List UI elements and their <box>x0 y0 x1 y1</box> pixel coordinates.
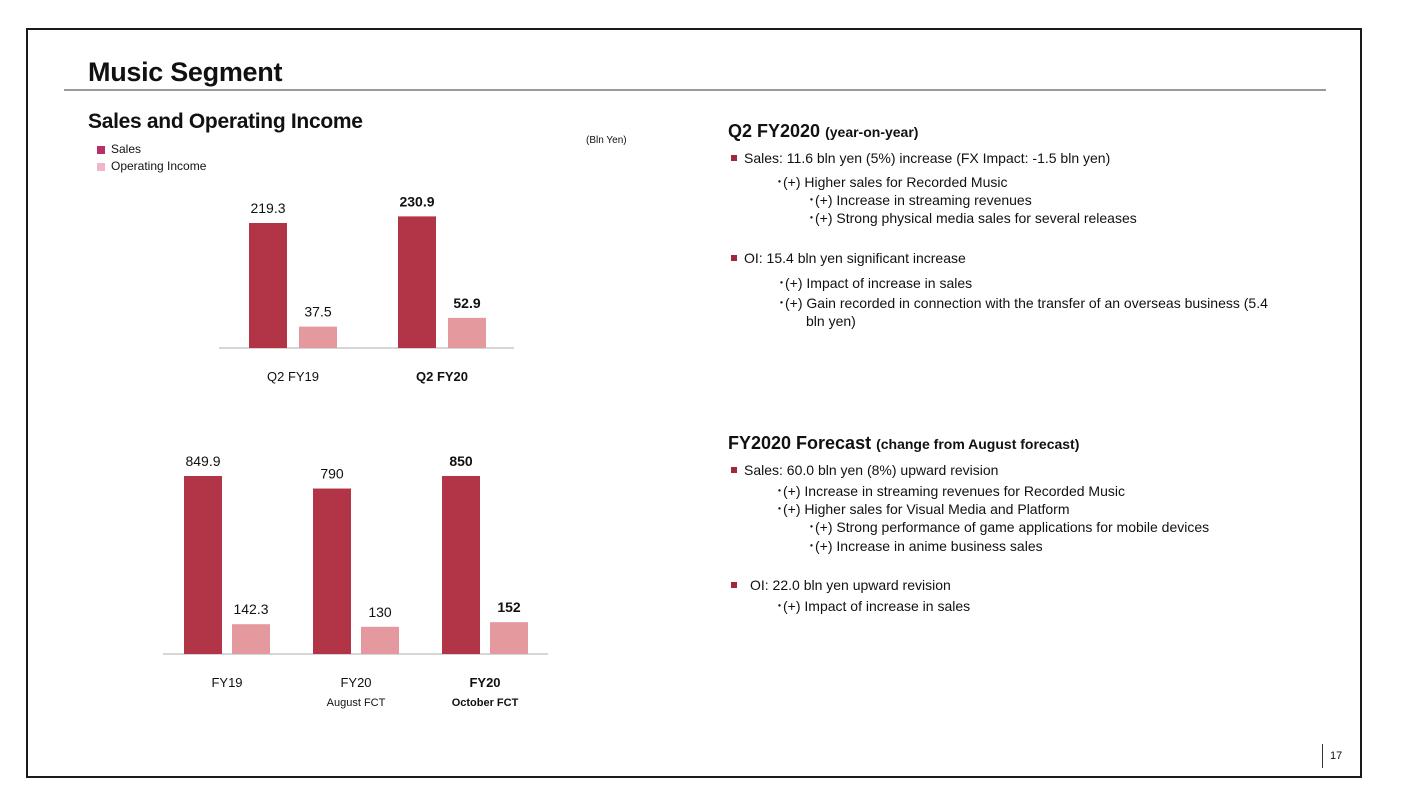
fc-heading-main: FY2020 Forecast <box>728 433 872 453</box>
bar-sales <box>398 216 436 348</box>
q2-oi-line: OI: 15.4 bln yen significant increase <box>744 250 966 266</box>
bar-operating-income <box>361 626 399 654</box>
q2-heading-note: (year-on-year) <box>825 124 919 140</box>
bar-sales <box>313 488 351 654</box>
fc-sales-sub-2a: ･(+) Strong performance of game applicat… <box>808 519 1210 535</box>
q2-sales-sub-1b: ･(+) Strong physical media sales for sev… <box>808 210 1137 226</box>
fc-heading: FY2020 Forecast (change from August fore… <box>728 433 1079 454</box>
data-label: 790 <box>320 466 344 482</box>
fc-sales-sub-2b: ･(+) Increase in anime business sales <box>808 538 1043 554</box>
fc-oi-line: OI: 22.0 bln yen upward revision <box>750 577 951 593</box>
fc-sales-sub-1: ･(+) Increase in streaming revenues for … <box>776 483 1125 499</box>
title-divider <box>64 89 1326 91</box>
legend-item-sales: Sales <box>97 141 206 158</box>
bar-operating-income <box>490 622 528 654</box>
q2-sales-line: Sales: 11.6 bln yen (5%) increase (FX Im… <box>744 150 1111 166</box>
fc-oi-sub-1: ･(+) Impact of increase in sales <box>776 598 971 614</box>
legend-label-oi: Operating Income <box>111 159 207 173</box>
fc-heading-note: (change from August forecast) <box>876 436 1080 452</box>
category-label: FY19 <box>211 675 242 690</box>
q2-oi-sub-2: ･(+) Gain recorded in connection with th… <box>778 295 1268 311</box>
unit-label: (Bln Yen) <box>586 135 627 146</box>
q2-heading-main: Q2 FY2020 <box>728 121 821 141</box>
data-label: 142.3 <box>233 601 268 617</box>
q2-heading: Q2 FY2020 (year-on-year) <box>728 121 918 142</box>
bar-sales <box>249 223 287 348</box>
bar-operating-income <box>448 317 486 348</box>
bullet-square <box>731 582 737 588</box>
bullet-square <box>731 155 737 161</box>
chart-legend: Sales Operating Income <box>97 141 206 175</box>
bullet-square <box>731 467 737 473</box>
category-label: FY20 <box>340 675 371 690</box>
legend-swatch-sales <box>97 145 105 154</box>
slide-frame <box>26 28 1362 778</box>
category-label: Q2 FY19 <box>267 369 319 384</box>
page-number-divider <box>1322 744 1323 768</box>
data-label: 849.9 <box>185 453 220 469</box>
legend-swatch-oi <box>97 162 105 171</box>
page-title: Music Segment <box>88 57 283 87</box>
q2-sales-sub-1a: ･(+) Increase in streaming revenues <box>808 192 1032 208</box>
q2-oi-sub-1: ･(+) Impact of increase in sales <box>778 275 973 291</box>
bar-operating-income <box>232 624 270 654</box>
page-number: 17 <box>1330 750 1343 762</box>
bar-operating-income <box>299 326 337 348</box>
bar-sales <box>442 475 480 654</box>
data-label: 219.3 <box>250 200 285 216</box>
data-label: 52.9 <box>453 295 480 311</box>
data-label: 152 <box>497 599 521 615</box>
q2-oi-sub-2-cont: bln yen) <box>806 313 856 329</box>
q2-sales-sub-1: ･(+) Higher sales for Recorded Music <box>776 174 1008 190</box>
category-sublabel: August FCT <box>327 697 386 709</box>
category-sublabel: October FCT <box>452 697 519 709</box>
chart-title: Sales and Operating Income <box>88 110 363 133</box>
data-label: 130 <box>368 604 392 620</box>
bullet-square <box>731 255 737 261</box>
data-label: 230.9 <box>399 193 434 209</box>
fc-sales-sub-2: ･(+) Higher sales for Visual Media and P… <box>776 501 1070 517</box>
category-label: Q2 FY20 <box>416 369 468 384</box>
data-label: 850 <box>449 453 473 469</box>
bar-sales <box>184 476 222 654</box>
category-label: FY20 <box>469 675 500 690</box>
legend-item-oi: Operating Income <box>97 158 206 175</box>
fc-sales-line: Sales: 60.0 bln yen (8%) upward revision <box>744 462 999 478</box>
data-label: 37.5 <box>304 304 331 320</box>
legend-label-sales: Sales <box>111 142 142 156</box>
